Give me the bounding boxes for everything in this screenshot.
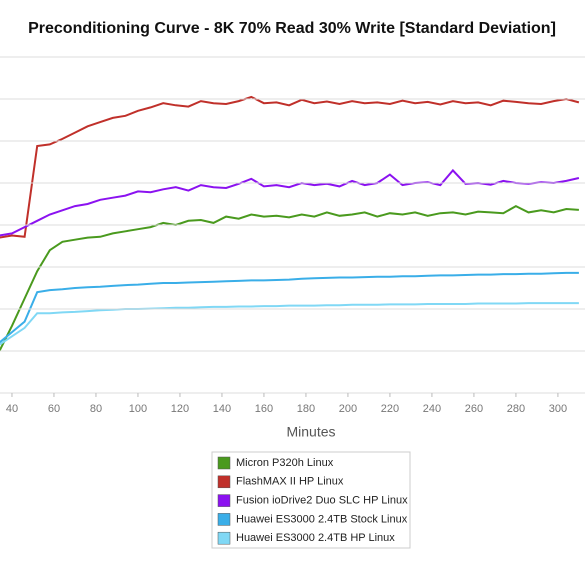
x-tick-label: 260	[465, 403, 483, 415]
chart-title: Preconditioning Curve - 8K 70% Read 30% …	[28, 20, 556, 37]
series-line	[0, 271, 579, 344]
legend-label: Huawei ES3000 2.4TB HP Linux	[236, 532, 395, 544]
x-tick-label: 140	[213, 403, 231, 415]
legend-label: FlashMAX II HP Linux	[236, 476, 344, 488]
x-tick-label: 160	[255, 403, 273, 415]
x-tick-label: 180	[297, 403, 315, 415]
x-tick-label: 300	[549, 403, 567, 415]
x-tick-label: 120	[171, 403, 189, 415]
legend-label: Fusion ioDrive2 Duo SLC HP Linux	[236, 495, 408, 507]
series-line	[0, 302, 579, 346]
legend-swatch	[217, 456, 231, 470]
x-tick-label: 100	[129, 403, 147, 415]
plot-area	[0, 95, 580, 352]
x-tick-label: 40	[6, 403, 18, 415]
x-axis-label: Minutes	[286, 424, 335, 440]
legend-box	[211, 451, 411, 549]
legend-label: Micron P320h Linux	[236, 457, 334, 469]
x-tick-label: 200	[339, 403, 357, 415]
x-tick-label: 80	[90, 403, 102, 415]
x-tick-label: 280	[507, 403, 525, 415]
series-line	[0, 95, 580, 239]
series-line	[0, 204, 579, 352]
x-tick-label: 60	[48, 403, 60, 415]
legend-swatch	[217, 475, 231, 489]
legend-swatch	[217, 513, 231, 526]
x-tick-label: 240	[423, 403, 441, 415]
legend-label: Huawei ES3000 2.4TB Stock Linux	[236, 513, 408, 525]
x-tick-label: 220	[381, 403, 399, 415]
legend-swatch	[217, 531, 231, 545]
series-line	[0, 168, 580, 237]
legend-swatch	[217, 494, 231, 507]
